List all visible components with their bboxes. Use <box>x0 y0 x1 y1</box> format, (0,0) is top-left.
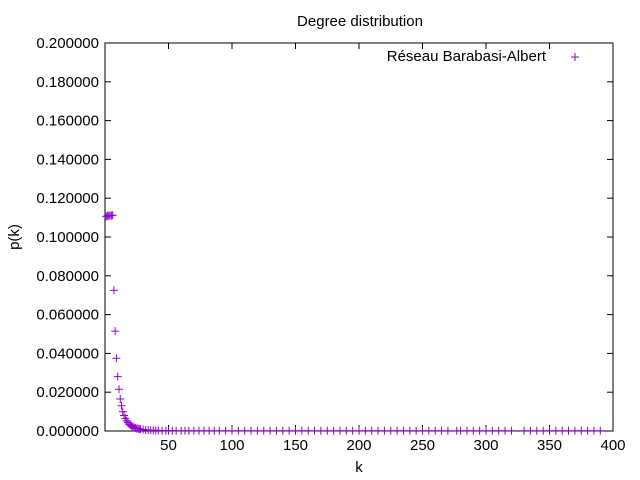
x-tick-label: 100 <box>219 437 244 454</box>
data-point <box>507 426 516 435</box>
chart-title: Degree distribution <box>297 13 423 30</box>
y-tick-label: 0.100000 <box>36 229 99 246</box>
legend-marker <box>571 53 579 61</box>
y-tick-label: 0.000000 <box>36 423 99 440</box>
y-tick-label: 0.140000 <box>36 151 99 168</box>
data-point <box>111 327 120 336</box>
data-point <box>112 354 121 363</box>
x-tick-label: 50 <box>160 437 177 454</box>
y-axis-title: p(k) <box>6 224 23 250</box>
y-tick-label: 0.160000 <box>36 113 99 130</box>
data-point <box>117 401 126 410</box>
x-tick-label: 200 <box>346 437 371 454</box>
x-tick-label: 300 <box>473 437 498 454</box>
data-point <box>114 385 123 394</box>
data-point <box>596 426 605 435</box>
y-tick-label: 0.200000 <box>36 35 99 52</box>
y-tick-label: 0.180000 <box>36 74 99 91</box>
x-tick-label: 350 <box>537 437 562 454</box>
data-point <box>108 211 117 220</box>
legend-marker-symbol <box>571 53 579 61</box>
plot-area-frame <box>104 42 614 432</box>
x-tick-label: 250 <box>410 437 435 454</box>
y-tick-label: 0.020000 <box>36 384 99 401</box>
y-tick-label: 0.040000 <box>36 345 99 362</box>
data-point <box>116 394 125 403</box>
x-tick-label: 400 <box>600 437 625 454</box>
data-series-points <box>102 211 605 435</box>
y-tick-label: 0.120000 <box>36 190 99 207</box>
y-axis-ticks: 0.000000 0.020000 0.040000 0.060000 0.080000… <box>36 35 613 440</box>
y-tick-label: 0.080000 <box>36 268 99 285</box>
legend-label: Réseau Barabasi-Albert <box>387 48 547 65</box>
x-axis-ticks: 50 100 150 200 250 300 350 400 <box>160 43 626 454</box>
data-point <box>443 426 452 435</box>
data-point <box>109 286 118 295</box>
legend: Réseau Barabasi-Albert <box>387 48 579 65</box>
data-point <box>113 372 122 381</box>
y-tick-label: 0.060000 <box>36 307 99 324</box>
x-axis-title: k <box>355 459 363 476</box>
data-point <box>118 407 127 416</box>
x-tick-label: 150 <box>283 437 308 454</box>
